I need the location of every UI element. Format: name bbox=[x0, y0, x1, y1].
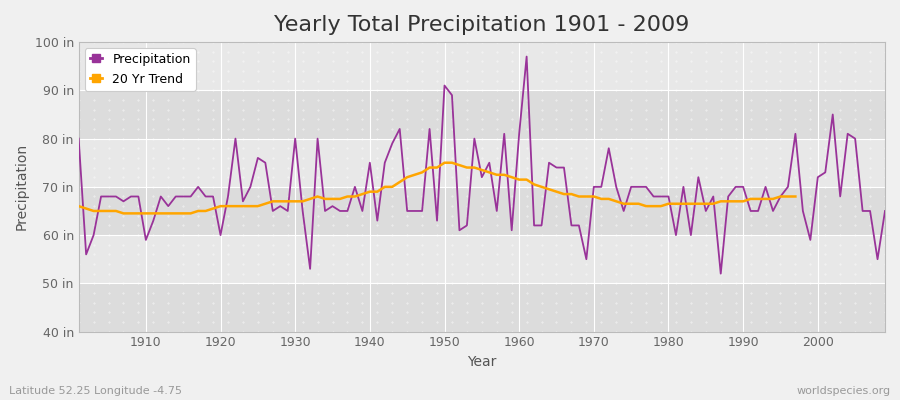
Bar bbox=[78, 42, 885, 90]
Legend: Precipitation, 20 Yr Trend: Precipitation, 20 Yr Trend bbox=[85, 48, 195, 91]
Title: Yearly Total Precipitation 1901 - 2009: Yearly Total Precipitation 1901 - 2009 bbox=[274, 15, 689, 35]
Bar bbox=[78, 139, 885, 187]
X-axis label: Year: Year bbox=[467, 355, 497, 369]
Bar bbox=[78, 283, 885, 332]
Text: Latitude 52.25 Longitude -4.75: Latitude 52.25 Longitude -4.75 bbox=[9, 386, 182, 396]
Bar bbox=[78, 187, 885, 235]
Y-axis label: Precipitation: Precipitation bbox=[15, 143, 29, 230]
Bar bbox=[78, 90, 885, 139]
Text: worldspecies.org: worldspecies.org bbox=[796, 386, 891, 396]
Bar bbox=[78, 235, 885, 283]
